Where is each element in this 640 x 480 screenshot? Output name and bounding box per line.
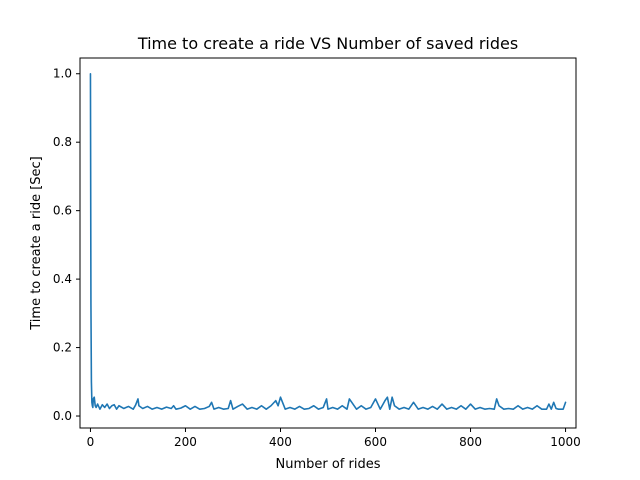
y-tick-label: 1.0 <box>53 67 72 81</box>
series-layer <box>89 72 567 410</box>
y-tick-label: 0.4 <box>53 272 72 286</box>
x-tick-label: 0 <box>87 435 95 449</box>
x-tick-label: 800 <box>459 435 482 449</box>
ticks-layer: 0 200 400 600 800 1000 0.0 0.2 0.4 0.6 0.8 1.0 <box>53 67 581 449</box>
x-axis-label: Number of rides <box>276 457 381 472</box>
chart-title: Time to create a ride VS Number of saved… <box>137 34 518 53</box>
x-tick-label: 200 <box>174 435 197 449</box>
axes-frame <box>79 57 577 429</box>
x-tick-label: 600 <box>364 435 387 449</box>
x-tick-label: 1000 <box>550 435 581 449</box>
y-tick-label: 0.2 <box>53 341 72 355</box>
y-tick-label: 0.0 <box>53 409 72 423</box>
y-tick-label: 0.6 <box>53 204 72 218</box>
y-tick-label: 0.8 <box>53 135 72 149</box>
plot-area <box>80 58 576 428</box>
y-axis-label: Time to create a ride [Sec] <box>29 156 44 331</box>
series-line <box>89 72 567 410</box>
x-tick-label: 400 <box>269 435 292 449</box>
